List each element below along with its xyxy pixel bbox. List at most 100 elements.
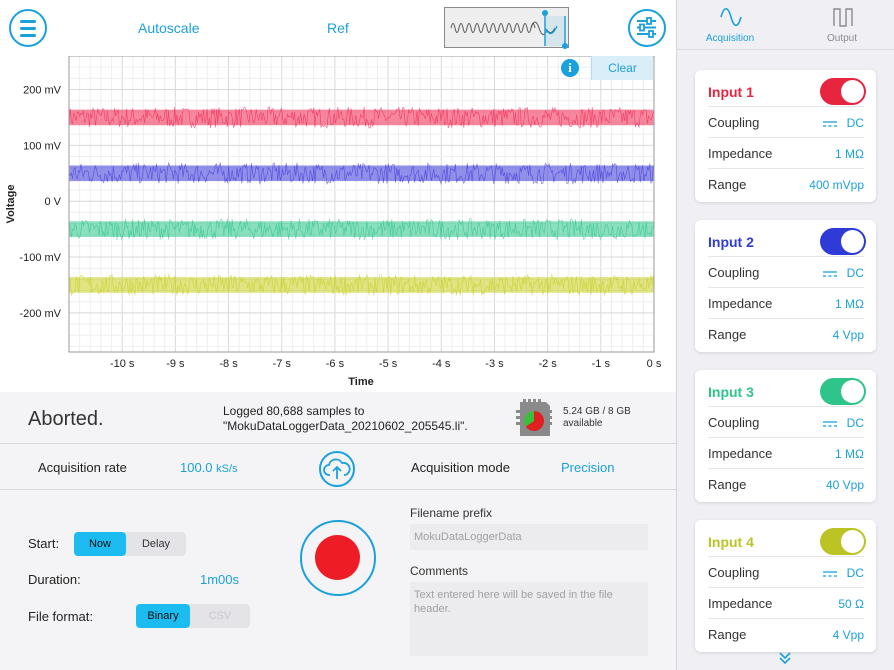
input-card-4: Input 4 Coupling DC Impedance 50 Ω Range 4 Vpp [695, 520, 876, 652]
tab-output[interactable]: Output [789, 0, 894, 50]
acquisition-mode-value[interactable]: Precision [561, 460, 615, 475]
tab-acquisition[interactable]: Acquisition [677, 0, 783, 50]
range-label: Range [708, 627, 747, 642]
dc-coupling-icon [822, 571, 837, 577]
dc-coupling-icon [822, 421, 837, 427]
tab-output-label: Output [826, 33, 858, 44]
range-row[interactable]: Range 40 Vpp [708, 468, 864, 499]
impedance-row[interactable]: Impedance 1 MΩ [708, 137, 864, 168]
format-binary-option[interactable]: Binary [136, 604, 190, 628]
impedance-label: Impedance [708, 296, 773, 311]
range-value: 400 mVpp [809, 178, 864, 192]
trace-line [68, 106, 654, 129]
storage-available-label: available [563, 418, 603, 429]
clear-button[interactable]: Clear [591, 56, 653, 80]
input-title: Input 1 [708, 84, 754, 100]
log-message: Logged 80,688 samples to "MokuDataLogger… [223, 404, 468, 434]
hamburger-menu-icon[interactable] [9, 9, 47, 47]
range-row[interactable]: Range 4 Vpp [708, 618, 864, 649]
impedance-row[interactable]: Impedance 1 MΩ [708, 287, 864, 318]
status-bar: Aborted. Logged 80,688 samples to "MokuD… [0, 392, 676, 444]
impedance-label: Impedance [708, 446, 773, 461]
coupling-row[interactable]: Coupling DC [708, 406, 864, 437]
x-tick-label: 0 s [647, 358, 662, 370]
impedance-row[interactable]: Impedance 1 MΩ [708, 437, 864, 468]
x-tick-label: -7 s [273, 358, 292, 370]
x-tick-label: -9 s [166, 358, 185, 370]
impedance-value: 1 MΩ [835, 447, 864, 461]
range-label: Range [708, 327, 747, 342]
impedance-label: Impedance [708, 596, 773, 611]
info-icon[interactable]: i [561, 59, 579, 77]
coupling-row[interactable]: Coupling DC [708, 106, 864, 137]
range-value: 4 Vpp [832, 628, 864, 642]
x-tick-label: -2 s [538, 358, 557, 370]
double-chevron-down-icon[interactable] [777, 651, 793, 665]
ref-button[interactable]: Ref [327, 20, 349, 36]
x-tick-label: -3 s [485, 358, 504, 370]
trace-line [68, 273, 654, 297]
comments-input[interactable]: Text entered here will be saved in the f… [410, 582, 648, 656]
start-now-option[interactable]: Now [74, 532, 126, 556]
acquisition-rate-value[interactable]: 100.0 kS/s [180, 460, 238, 475]
comments-label: Comments [410, 564, 469, 578]
x-tick-labels: -10 s -9 s -8 s -7 s -6 s -5 s -4 s -3 s -2 s -1 … [110, 358, 662, 370]
format-csv-option[interactable]: CSV [208, 610, 232, 622]
range-row[interactable]: Range 4 Vpp [708, 318, 864, 349]
acquisition-rate-number: 100.0 [180, 460, 213, 475]
toggle-knob [841, 530, 864, 553]
trace-line [68, 161, 654, 186]
input-toggle[interactable] [820, 78, 866, 105]
coupling-value: DC [822, 266, 864, 280]
range-label: Range [708, 177, 747, 192]
acquisition-status: Aborted. [28, 408, 104, 430]
toggle-knob [841, 230, 864, 253]
acquisition-rate-label: Acquisition rate [38, 460, 127, 475]
coupling-label: Coupling [708, 565, 760, 580]
x-tick-label: -5 s [379, 358, 398, 370]
impedance-label: Impedance [708, 146, 773, 161]
input-card-3: Input 3 Coupling DC Impedance 1 MΩ Range 40 Vp… [695, 370, 876, 502]
coupling-row[interactable]: Coupling DC [708, 556, 864, 587]
log-message-line1: Logged 80,688 samples to [223, 404, 365, 418]
range-row[interactable]: Range 400 mVpp [708, 168, 864, 199]
trace-series-4 [68, 273, 654, 297]
y-tick-label: -200 mV [19, 308, 61, 320]
coupling-value: DC [822, 566, 864, 580]
start-label: Start: [28, 536, 60, 551]
coupling-row[interactable]: Coupling DC [708, 256, 864, 287]
file-format-segmented-control[interactable]: Binary CSV [136, 604, 250, 628]
storage-pie-used [525, 411, 545, 431]
storage-amount: 5.24 GB / 8 GB [563, 406, 631, 417]
impedance-row[interactable]: Impedance 50 Ω [708, 587, 864, 618]
duration-value[interactable]: 1m00s [200, 572, 240, 587]
coupling-label: Coupling [708, 415, 760, 430]
coupling-label: Coupling [708, 115, 760, 130]
impedance-value: 1 MΩ [835, 147, 864, 161]
timebase-overview[interactable] [444, 7, 569, 49]
trace-series-2 [68, 161, 654, 186]
file-format-label: File format: [28, 609, 94, 624]
input-title: Input 3 [708, 384, 754, 400]
input-toggle[interactable] [820, 378, 866, 405]
plot-frame [68, 56, 655, 353]
voltage-time-chart[interactable]: 200 mV 100 mV 0 V -100 mV -200 mV -10 s -9 s -… [0, 56, 676, 392]
filename-prefix-input[interactable]: MokuDataLoggerData [410, 524, 648, 550]
cloud-upload-icon[interactable] [319, 451, 355, 487]
acquisition-mode-label: Acquisition mode [411, 460, 510, 475]
x-tick-label: -10 s [110, 358, 135, 370]
y-tick-label: 200 mV [23, 85, 62, 97]
input-toggle[interactable] [820, 528, 866, 555]
log-message-line2: "MokuDataLoggerData_20210602_205545.li". [223, 419, 468, 433]
impedance-value: 1 MΩ [835, 297, 864, 311]
start-segmented-control[interactable]: Now Delay [74, 532, 186, 556]
y-tick-label: 0 V [44, 196, 61, 208]
input-toggle[interactable] [820, 228, 866, 255]
start-delay-option[interactable]: Delay [141, 538, 171, 550]
record-button[interactable] [300, 520, 376, 596]
sliders-icon[interactable] [628, 9, 666, 47]
autoscale-button[interactable]: Autoscale [138, 20, 200, 36]
dc-coupling-icon [822, 121, 837, 127]
y-tick-labels: 200 mV 100 mV 0 V -100 mV -200 mV [19, 85, 61, 320]
